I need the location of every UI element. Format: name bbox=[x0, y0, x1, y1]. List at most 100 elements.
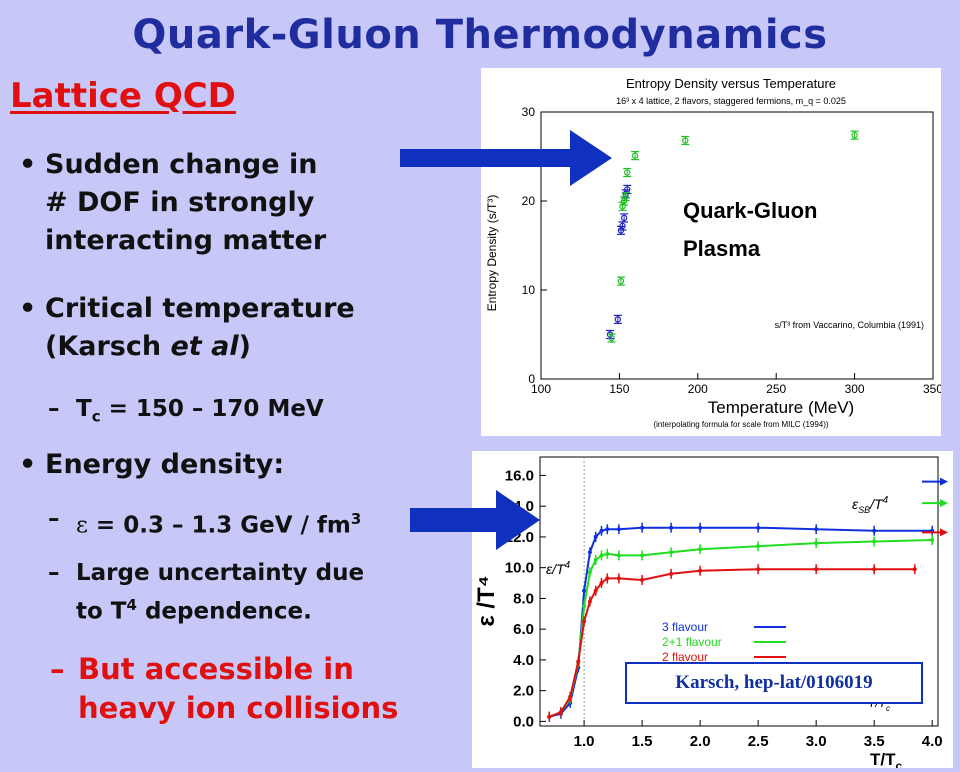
sb-limit-arrow-head bbox=[940, 477, 948, 486]
dash-marker: – bbox=[50, 652, 65, 686]
energy-data-point bbox=[640, 525, 645, 530]
entropy-chart: Entropy Density versus Temperature 16³ x… bbox=[485, 76, 943, 429]
energy-data-point bbox=[930, 538, 935, 543]
energy-data-point bbox=[593, 557, 598, 562]
energy-x-tick-label: 1.5 bbox=[632, 733, 653, 750]
energy-data-point bbox=[698, 525, 703, 530]
energy-x-tick-label: 3.0 bbox=[806, 733, 827, 750]
entropy-y-tick-label: 20 bbox=[522, 194, 536, 208]
energy-data-point bbox=[616, 527, 621, 532]
bullet-critical-temperature: • Critical temperature (Karsch et al) bbox=[19, 290, 355, 366]
energy-data-point bbox=[582, 619, 587, 624]
sub-epsilon: – ε = 0.3 – 1.3 GeV / fm3 bbox=[48, 503, 361, 542]
entropy-data-point bbox=[608, 334, 615, 342]
entropy-x-tick-label: 300 bbox=[845, 382, 865, 396]
energy-x-label: T/Tc bbox=[870, 750, 903, 768]
energy-y-tick-label: 16.0 bbox=[505, 467, 534, 484]
et-al-italic: et al bbox=[170, 331, 239, 362]
energy-data-point bbox=[599, 581, 604, 586]
energy-data-point bbox=[558, 710, 563, 715]
entropy-plot-frame bbox=[540, 111, 934, 380]
entropy-data-point bbox=[851, 131, 858, 139]
energy-data-point bbox=[669, 525, 674, 530]
energy-x-tick-label: 4.0 bbox=[922, 733, 943, 750]
energy-data-point bbox=[669, 550, 674, 555]
entropy-x-tick-label: 350 bbox=[923, 382, 941, 396]
dash-marker: – bbox=[48, 396, 60, 422]
energy-data-point bbox=[669, 571, 674, 576]
energy-data-point bbox=[582, 588, 587, 593]
arrow-to-energy-icon bbox=[410, 490, 540, 550]
energy-data-point bbox=[582, 604, 587, 609]
entropy-data-point bbox=[614, 316, 622, 323]
dash-marker: – bbox=[48, 560, 60, 586]
energy-y-tick-label: 0.0 bbox=[513, 713, 534, 730]
energy-data-point bbox=[605, 551, 610, 556]
entropy-y-tick-label: 10 bbox=[522, 283, 536, 297]
sb-limit-arrow-head bbox=[940, 499, 948, 508]
energy-data-point bbox=[756, 525, 761, 530]
energy-chart: ε/T4 εSB/T4 T/Tc ε /T⁴ T/Tc 1.01.52.02.5… bbox=[473, 456, 948, 772]
bullet-dof-line: # DOF in strongly bbox=[45, 187, 315, 218]
energy-data-point bbox=[814, 567, 819, 572]
energy-data-point bbox=[568, 694, 573, 699]
energy-data-point bbox=[605, 576, 610, 581]
entropy-data-point bbox=[617, 277, 625, 285]
energy-data-point bbox=[593, 588, 598, 593]
energy-data-point bbox=[698, 568, 703, 573]
energy-x-tick-label: 3.5 bbox=[864, 733, 885, 750]
bullet-dof-line: Sudden change in bbox=[45, 149, 318, 180]
entropy-x-label: Temperature (MeV) bbox=[708, 398, 854, 417]
qgp-label-line2: Plasma bbox=[683, 236, 761, 261]
bullet-critical-line: Critical temperature bbox=[45, 293, 355, 324]
energy-y-tick-label: 2.0 bbox=[513, 683, 534, 700]
bullet-energy-density: • Energy density: bbox=[19, 446, 284, 484]
energy-y-tick-label: 10.0 bbox=[505, 560, 534, 577]
energy-data-point bbox=[616, 553, 621, 558]
energy-data-point bbox=[616, 576, 621, 581]
energy-plot-frame bbox=[539, 456, 939, 727]
entropy-x-tick-label: 100 bbox=[531, 382, 551, 396]
legend-entry-label: 2+1 flavour bbox=[662, 635, 722, 649]
sub-uncertainty: – Large uncertainty due to T4 dependence… bbox=[48, 557, 364, 628]
entropy-x-note: (interpolating formula for scale from MI… bbox=[653, 420, 829, 429]
entropy-y-tick-label: 30 bbox=[522, 105, 536, 119]
bullet-marker: • bbox=[19, 293, 37, 324]
energy-data-point bbox=[587, 550, 592, 555]
energy-data-point bbox=[599, 553, 604, 558]
dash-marker: – bbox=[48, 506, 60, 532]
entropy-data-point bbox=[682, 137, 689, 144]
arrow-to-entropy-icon bbox=[400, 130, 612, 186]
energy-data-point bbox=[599, 528, 604, 533]
energy-data-point bbox=[547, 714, 552, 719]
entropy-chart-subtitle: 16³ x 4 lattice, 2 flavors, staggered fe… bbox=[616, 96, 846, 106]
entropy-data-point bbox=[631, 152, 639, 159]
bullet-critical-line: (Karsch et al) bbox=[45, 331, 251, 362]
legend-entry-label: 2 flavour bbox=[662, 650, 708, 664]
energy-data-point bbox=[605, 527, 610, 532]
energy-y-label: ε /T⁴ bbox=[473, 575, 500, 626]
energy-y-tick-label: 6.0 bbox=[513, 621, 534, 638]
sb-limit-arrow-head bbox=[940, 528, 948, 537]
entropy-chart-panel: Entropy Density versus Temperature 16³ x… bbox=[481, 68, 943, 436]
entropy-data-point bbox=[619, 222, 626, 230]
entropy-y-label: Entropy Density (s/T³) bbox=[485, 195, 499, 312]
energy-y-tick-label: 8.0 bbox=[513, 590, 534, 607]
energy-y-tick-label: 4.0 bbox=[513, 652, 534, 669]
entropy-y-tick-label: 0 bbox=[528, 372, 535, 386]
entropy-x-tick-label: 150 bbox=[609, 382, 629, 396]
energy-data-point bbox=[756, 544, 761, 549]
inner-eps-label: ε/T4 bbox=[546, 560, 571, 577]
energy-data-point bbox=[640, 553, 645, 558]
section-heading: Lattice QCD bbox=[10, 76, 236, 116]
bullet-marker: • bbox=[19, 149, 37, 180]
energy-data-point bbox=[872, 528, 877, 533]
sub-tc: – Tc = 150 – 170 MeV bbox=[48, 393, 324, 433]
energy-data-point bbox=[912, 567, 917, 572]
entropy-x-tick-label: 250 bbox=[766, 382, 786, 396]
entropy-data-point bbox=[620, 214, 628, 222]
energy-data-point bbox=[814, 541, 819, 546]
citation-box: Karsch, hep-lat/0106019 bbox=[625, 662, 923, 704]
entropy-note: s/T³ from Vaccarino, Columbia (1991) bbox=[775, 320, 924, 330]
